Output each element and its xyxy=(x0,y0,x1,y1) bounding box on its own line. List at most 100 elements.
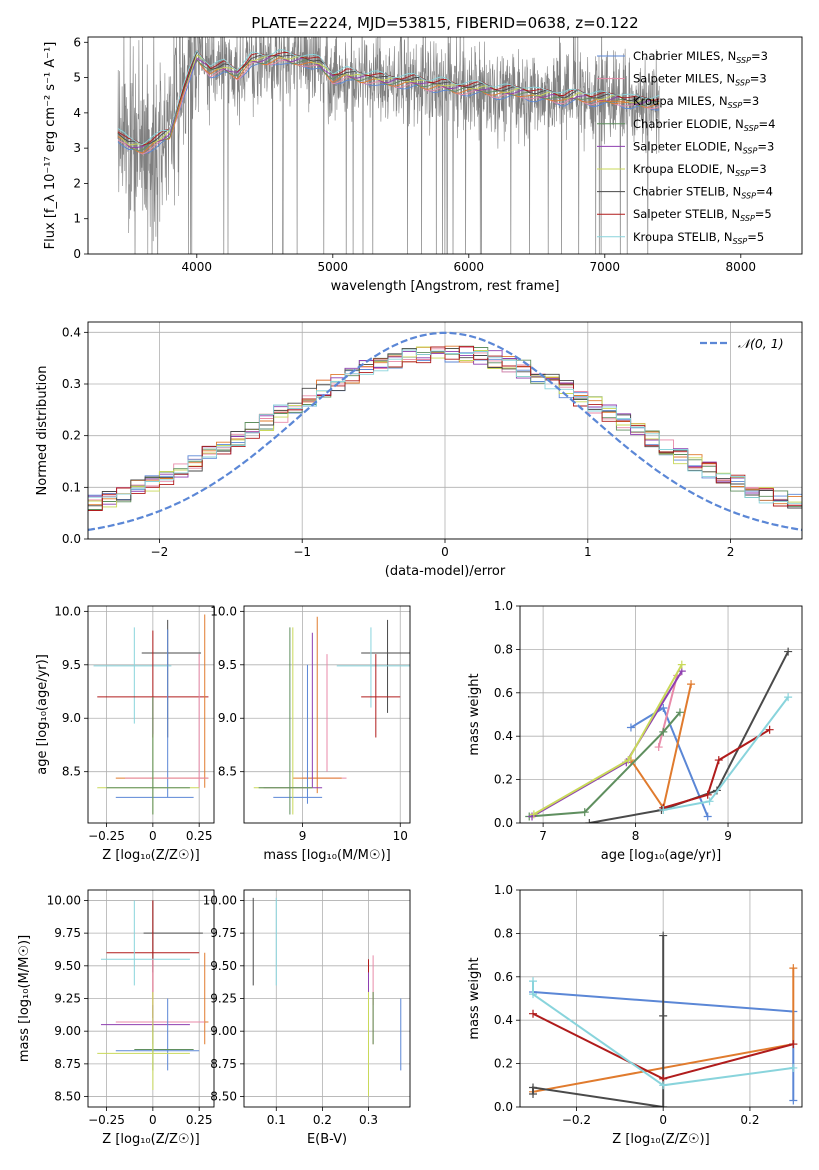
legend-label-kroupa_elodie: Kroupa ELODIE, NSSP=3 xyxy=(633,162,767,178)
point-salpeter_miles xyxy=(654,743,663,752)
y-tick-label: 9.00 xyxy=(210,1024,237,1038)
x-tick-label: 2 xyxy=(727,545,735,559)
y-tick-label: 10.0 xyxy=(210,604,237,618)
x-tick-label: −0.25 xyxy=(88,829,125,843)
legend-label-salpeter_stelib: Salpeter STELIB, NSSP=5 xyxy=(633,207,772,223)
y-tick-label: 9.00 xyxy=(54,1024,81,1038)
point-chabrier_stelib xyxy=(659,1103,668,1107)
x-tick-label: 8 xyxy=(632,829,640,843)
y-tick-label: 10.00 xyxy=(47,893,81,907)
x-axis-label: Z [log₁₀(Z/Z☉)] xyxy=(102,1132,199,1147)
y-axis-label: mass weight xyxy=(467,957,482,1039)
x-tick-label: −2 xyxy=(151,545,169,559)
y-tick-label: 9.25 xyxy=(54,992,81,1006)
plot-area xyxy=(520,890,802,1107)
y-tick-label: 0.4 xyxy=(62,325,81,339)
y-tick-label: 0.0 xyxy=(494,816,513,830)
point-chabrier_stelib xyxy=(529,1083,538,1092)
y-tick-label: 0.8 xyxy=(494,926,513,940)
x-axis-label: Z [log₁₀(Z/Z☉)] xyxy=(612,1132,709,1147)
x-tick-label: 7000 xyxy=(590,260,621,274)
series-line-chabrier_elodie xyxy=(529,711,681,818)
legend-label-kroupa_miles: Kroupa MILES, NSSP=3 xyxy=(633,94,759,110)
x-tick-label: 0.1 xyxy=(267,1113,286,1127)
point-kroupa_miles xyxy=(789,964,798,973)
y-tick-label: 5 xyxy=(73,71,81,85)
x-axis-label: Z [log₁₀(Z/Z☉)] xyxy=(102,848,199,863)
point-kroupa_elodie xyxy=(624,756,633,765)
age-vs-mass-panel: 9 10 8.5 9.0 9.5 10.0 mass [log₁₀(M/M☉)] xyxy=(210,604,411,863)
plot-area xyxy=(520,606,802,823)
point-chabrier_elodie xyxy=(675,708,684,717)
y-tick-label: 9.75 xyxy=(54,926,81,940)
x-axis-label: wavelength [Angstrom, rest frame] xyxy=(331,279,560,294)
x-tick-label: 8000 xyxy=(726,260,757,274)
x-tick-label: 9 xyxy=(299,829,307,843)
point-salpeter_stelib xyxy=(703,790,712,799)
legend-label-salpeter_miles: Salpeter MILES, NSSP=3 xyxy=(633,72,767,88)
legend-label-salpeter_elodie: Salpeter ELODIE, NSSP=3 xyxy=(633,139,774,155)
y-tick-label: 1.0 xyxy=(494,599,513,613)
point-chabrier_elodie xyxy=(659,727,668,736)
residuals-panel: −2 −1 0 1 2 0.0 0.1 0.2 0.3 0.4 (data-model)/error… xyxy=(35,321,803,579)
y-tick-label: 9.5 xyxy=(218,658,237,672)
y-tick-label: 0.2 xyxy=(62,429,81,443)
y-tick-label: 0.8 xyxy=(494,642,513,656)
x-tick-label: 6000 xyxy=(454,260,485,274)
legend-label-chabrier_miles: Chabrier MILES, NSSP=3 xyxy=(633,49,768,65)
y-tick-label: 6 xyxy=(73,35,81,49)
x-tick-label: 10 xyxy=(393,829,408,843)
point-chabrier_miles xyxy=(626,723,635,732)
point-chabrier_stelib xyxy=(659,931,668,940)
point-salpeter_stelib xyxy=(714,756,723,765)
axes-frame xyxy=(87,321,803,540)
y-tick-label: 9.25 xyxy=(210,992,237,1006)
x-tick-label: 0.2 xyxy=(313,1113,332,1127)
y-tick-label: 3 xyxy=(73,141,81,155)
y-tick-label: 9.5 xyxy=(62,658,81,672)
mass-vs-z-panel: −0.25 0 0.25 8.50 8.75 9.00 9.25 9.50 9.75 10.00 Z… xyxy=(17,889,215,1147)
normal-curve xyxy=(88,331,802,531)
y-tick-label: 9.50 xyxy=(210,959,237,973)
axes-frame xyxy=(87,605,215,824)
point-kroupa_miles xyxy=(687,680,696,689)
histogram-kroupa_stelib xyxy=(88,349,802,504)
legend-label-chabrier_elodie: Chabrier ELODIE, NSSP=4 xyxy=(633,117,775,133)
y-tick-label: 1.0 xyxy=(494,883,513,897)
y-tick-label: 0 xyxy=(73,247,81,261)
y-tick-label: 2 xyxy=(73,176,81,190)
plot-area xyxy=(244,606,410,823)
y-tick-label: 0.0 xyxy=(494,1100,513,1114)
y-tick-label: 10.0 xyxy=(54,604,81,618)
y-tick-label: 0.3 xyxy=(62,377,81,391)
plot-area xyxy=(117,37,660,254)
y-tick-label: 9.50 xyxy=(54,959,81,973)
y-tick-label: 0.6 xyxy=(494,970,513,984)
x-tick-label: 5000 xyxy=(318,260,349,274)
age-vs-z-panel: −0.25 0 0.25 8.5 9.0 9.5 10.0 Z [log₁₀(Z/Z☉)] ag… xyxy=(35,604,215,863)
series-line-salpeter_stelib xyxy=(663,728,771,809)
x-tick-label: −1 xyxy=(293,545,311,559)
point-salpeter_stelib xyxy=(765,725,774,734)
point-chabrier_stelib xyxy=(585,819,594,823)
x-tick-label: 9 xyxy=(724,829,732,843)
y-axis-label: mass [log₁₀(M/M☉)] xyxy=(17,935,32,1062)
y-tick-label: 0.4 xyxy=(494,729,513,743)
axes-frame xyxy=(519,889,803,1108)
x-tick-label: −0.25 xyxy=(88,1113,125,1127)
y-tick-label: 0.2 xyxy=(494,773,513,787)
y-tick-label: 8.5 xyxy=(218,765,237,779)
plot-area xyxy=(88,890,214,1107)
y-tick-label: 9.0 xyxy=(218,711,237,725)
x-tick-label: 4000 xyxy=(182,260,213,274)
legend-label-chabrier_stelib: Chabrier STELIB, NSSP=4 xyxy=(633,185,773,201)
x-tick-label: 0.25 xyxy=(186,1113,213,1127)
axes-frame xyxy=(243,605,411,824)
x-tick-label: 0 xyxy=(149,829,157,843)
point-chabrier_elodie xyxy=(580,808,589,817)
x-tick-label: −0.2 xyxy=(562,1113,591,1127)
y-axis-label: age [log₁₀(age/yr)] xyxy=(35,654,50,775)
model-spectrum-salpeter_stelib xyxy=(117,49,660,146)
axes-frame xyxy=(87,889,215,1108)
